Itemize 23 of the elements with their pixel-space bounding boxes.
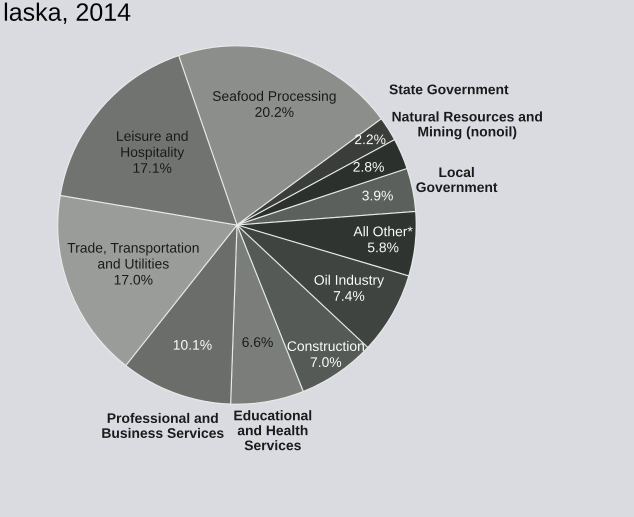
data-label: 7.0% bbox=[310, 357, 342, 368]
slice-label: State Government bbox=[389, 84, 508, 94]
slice-label: Educational and Health Services bbox=[234, 410, 312, 450]
data-label: 6.6% bbox=[242, 337, 273, 348]
slice-label: Oil Industry bbox=[314, 274, 384, 288]
slice-label: Leisure and Hospitality bbox=[117, 130, 188, 160]
slice-label: Construction bbox=[288, 340, 364, 352]
data-label: 20.2% bbox=[255, 107, 294, 117]
slice-label: Trade, Transportation and Utilities bbox=[68, 242, 199, 269]
slice-label: All Other* bbox=[353, 226, 413, 236]
data-label: 17.1% bbox=[134, 163, 172, 173]
slice-label: Seafood Processing bbox=[212, 90, 336, 104]
data-label: 17.0% bbox=[114, 274, 153, 285]
chart-title: laska, 2014 bbox=[4, 2, 130, 24]
data-label: 5.8% bbox=[368, 242, 398, 252]
data-label: 7.4% bbox=[334, 291, 364, 301]
data-label: 2.8% bbox=[353, 162, 384, 172]
slice-label: Natural Resources and Mining (nonoil) bbox=[392, 111, 542, 140]
data-label: 2.2% bbox=[355, 134, 386, 144]
data-label: 10.1% bbox=[174, 340, 212, 350]
data-label: 3.9% bbox=[362, 190, 393, 200]
slice-label: Local Government bbox=[416, 166, 498, 192]
slice-label: Professional and Business Services bbox=[102, 412, 224, 438]
